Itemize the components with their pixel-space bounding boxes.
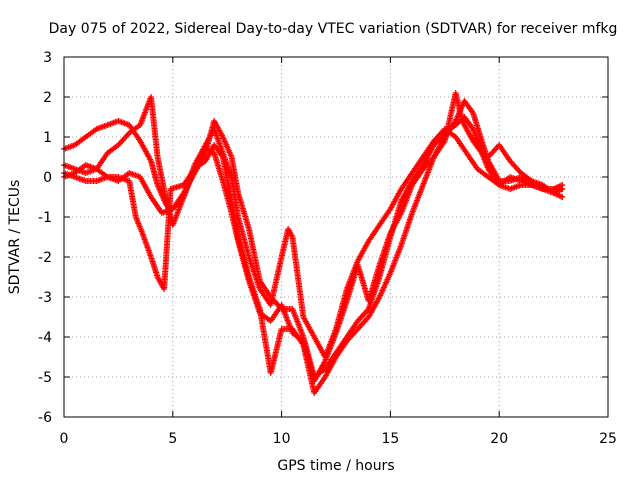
series-4 xyxy=(61,126,566,360)
y-tick-label: -3 xyxy=(38,290,52,306)
x-tick-label: 5 xyxy=(168,431,177,447)
y-tick-label: -6 xyxy=(38,410,52,426)
chart-title: Day 075 of 2022, Sidereal Day-to-day VTE… xyxy=(49,21,618,37)
x-axis-label: GPS time / hours xyxy=(277,458,394,474)
x-tick-label: 0 xyxy=(60,431,69,447)
y-tick-label: -5 xyxy=(38,370,52,386)
y-tick-label: 1 xyxy=(43,130,52,146)
y-tick-label: 0 xyxy=(43,170,52,186)
x-tick-label: 15 xyxy=(381,431,399,447)
y-tick-label: 3 xyxy=(43,50,52,66)
grid xyxy=(64,57,608,417)
plot-frame xyxy=(63,56,609,418)
data-point xyxy=(484,153,491,160)
data-point xyxy=(559,182,566,188)
data-point xyxy=(559,194,566,200)
x-tick-label: 10 xyxy=(273,431,291,447)
y-tick-label: 2 xyxy=(43,90,52,106)
y-tick-label: -4 xyxy=(38,330,52,346)
x-tick-label: 25 xyxy=(599,431,617,447)
y-axis-label: SDTVAR / TECUs xyxy=(7,180,23,295)
data-points xyxy=(61,90,566,396)
y-tick-label: -2 xyxy=(38,250,52,266)
y-tick-label: -1 xyxy=(38,210,52,226)
x-tick-label: 20 xyxy=(490,431,508,447)
